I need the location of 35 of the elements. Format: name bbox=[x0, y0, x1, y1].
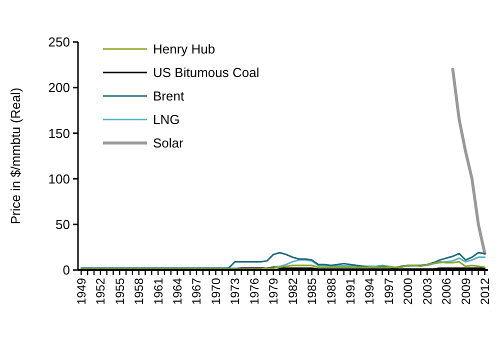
line-series bbox=[451, 68, 486, 256]
legend-label: LNG bbox=[153, 112, 180, 128]
x-tick-label: 2000 bbox=[401, 278, 416, 305]
x-tick-label: 1952 bbox=[94, 278, 108, 305]
legend-label: US Bitumous Coal bbox=[153, 65, 260, 80]
x-tick-label: 1994 bbox=[362, 278, 377, 305]
y-tick-label: 50 bbox=[56, 216, 70, 232]
y-tick-label: 200 bbox=[48, 80, 70, 96]
y-tick-label: 0 bbox=[62, 262, 70, 278]
x-tick-label: 1997 bbox=[382, 278, 396, 305]
x-tick-label: 2009 bbox=[458, 278, 473, 305]
x-tick-label: 1958 bbox=[132, 278, 146, 305]
x-tick-label: 1970 bbox=[208, 278, 223, 305]
x-tick-label: 1967 bbox=[190, 278, 204, 305]
legend-label: Brent bbox=[153, 88, 184, 104]
x-tick-label: 1955 bbox=[112, 278, 127, 305]
x-tick-label: 1979 bbox=[266, 278, 281, 305]
x-tick-label: 1964 bbox=[170, 278, 184, 305]
y-axis-title: Price in $/mmbtu (Real) bbox=[8, 88, 23, 224]
x-tick-label: 1961 bbox=[151, 278, 166, 305]
x-tick-label: 1976 bbox=[247, 278, 262, 305]
x-tick-label: 2003 bbox=[420, 278, 434, 305]
y-tick-label: 250 bbox=[48, 34, 70, 50]
y-tick-label: 100 bbox=[48, 171, 70, 186]
x-tick-label: 1985 bbox=[305, 278, 320, 305]
x-tick-label: 1949 bbox=[74, 278, 88, 305]
x-tick-label: 2012 bbox=[478, 278, 492, 305]
legend-label: Henry Hub bbox=[153, 42, 216, 57]
x-tick-label: 1991 bbox=[343, 278, 358, 305]
x-tick-label: 1982 bbox=[286, 278, 300, 305]
x-tick-label: 1973 bbox=[228, 278, 242, 305]
legend-label: Solar bbox=[153, 136, 184, 151]
x-tick-label: 1988 bbox=[324, 278, 338, 305]
x-tick-label: 2006 bbox=[440, 278, 454, 305]
y-tick-label: 150 bbox=[48, 126, 70, 141]
